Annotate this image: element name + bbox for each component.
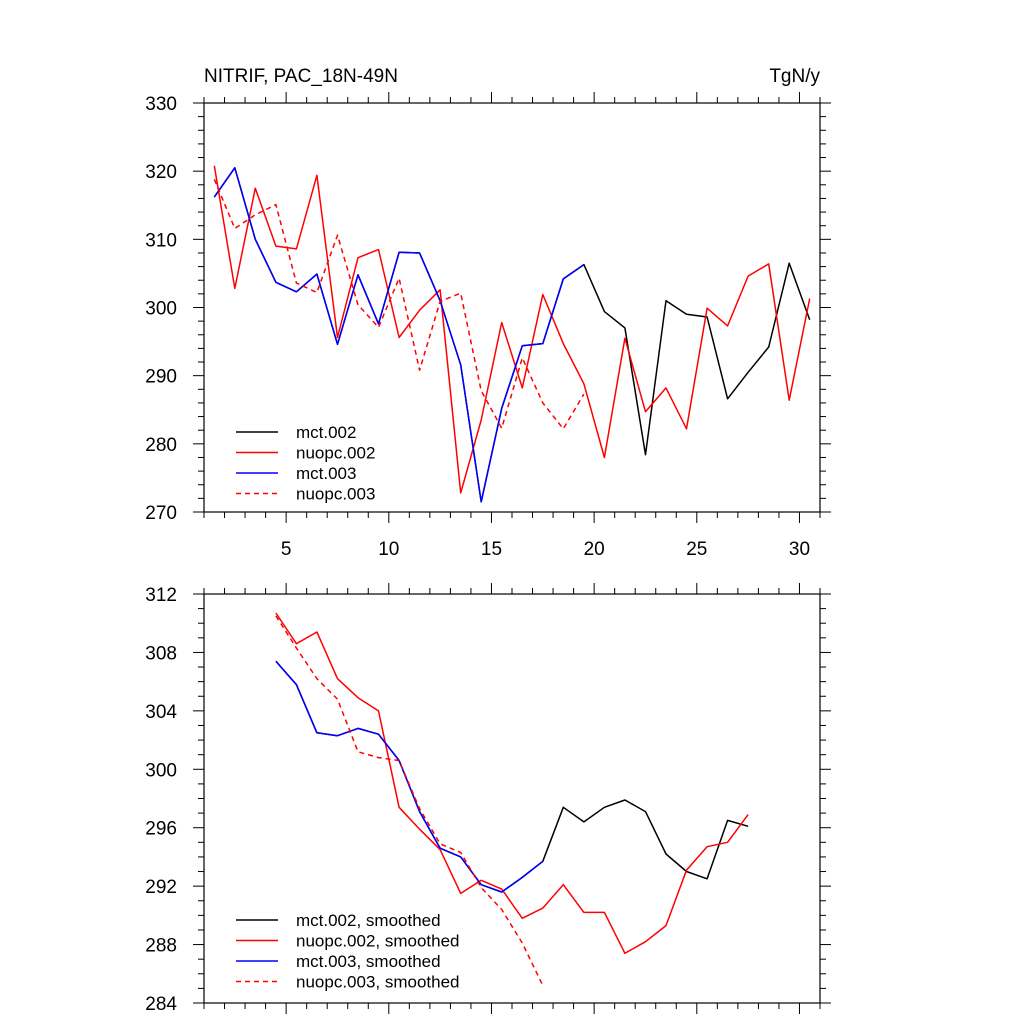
top-chart-panel: NITRIF, PAC_18N-49N TgN/y 270 280 290 300 31…	[145, 66, 831, 560]
y-tick-label: 300	[145, 299, 177, 320]
legend-label: mct.003	[296, 464, 356, 483]
series-line-mct-003	[213, 167, 585, 503]
y-tick-label: 280	[145, 435, 177, 456]
bottom-axis-ticks	[193, 583, 831, 1014]
x-tick-label: 10	[378, 539, 399, 560]
legend-label: nuopc.002	[296, 444, 375, 463]
legend-label: nuopc.003, smoothed	[296, 973, 460, 992]
y-tick-label: 292	[145, 877, 177, 898]
legend-label: nuopc.002, smoothed	[296, 932, 460, 951]
series-line-mct-002-smoothed	[275, 660, 749, 893]
series-line-nuopc-002	[213, 165, 811, 494]
x-tick-label: 5	[281, 539, 292, 560]
y-tick-label: 270	[145, 503, 177, 524]
y-tick-label: 290	[145, 367, 177, 388]
bottom-plot-frame	[203, 593, 821, 1004]
x-tick-label: 15	[481, 539, 502, 560]
chart-title: NITRIF, PAC_18N-49N	[204, 66, 398, 87]
top-axis-ticks	[193, 92, 831, 523]
x-tick-label: 20	[584, 539, 605, 560]
legend-label: mct.002	[296, 423, 356, 442]
y-tick-label: 312	[145, 585, 177, 606]
series-line-mct-003-smoothed	[275, 660, 544, 893]
y-tick-label: 320	[145, 162, 177, 183]
y-tick-label: 296	[145, 819, 177, 840]
y-tick-label: 330	[145, 94, 177, 115]
bottom-series-layer	[275, 612, 749, 986]
legend-label: nuopc.003	[296, 485, 375, 504]
bottom-chart-panel: 284 288 292 296 300 304 308 312 mct.002, smooth…	[145, 583, 831, 1015]
units-label: TgN/y	[769, 66, 820, 87]
top-axis-tick-labels: 270 280 290 300 310 320 330 5 10 15 20 25 30	[145, 94, 810, 560]
legend-label: mct.003, smoothed	[296, 952, 441, 971]
y-tick-label: 304	[145, 702, 177, 723]
legend-label: mct.002, smoothed	[296, 911, 441, 930]
series-line-nuopc-002-smoothed	[275, 612, 749, 955]
top-series-layer	[213, 165, 811, 503]
y-tick-label: 308	[145, 643, 177, 664]
series-line-nuopc-003	[213, 179, 585, 430]
x-tick-label: 30	[789, 539, 810, 560]
x-tick-label: 25	[686, 539, 707, 560]
series-line-nuopc-003-smoothed	[275, 615, 544, 986]
top-plot-frame	[203, 102, 821, 513]
y-tick-label: 288	[145, 936, 177, 957]
y-tick-label: 310	[145, 230, 177, 251]
y-tick-label: 284	[145, 994, 177, 1015]
bottom-axis-tick-labels: 284 288 292 296 300 304 308 312	[145, 585, 177, 1015]
y-tick-label: 300	[145, 760, 177, 781]
bottom-legend: mct.002, smoothed nuopc.002, smoothedmct.…	[236, 911, 460, 992]
